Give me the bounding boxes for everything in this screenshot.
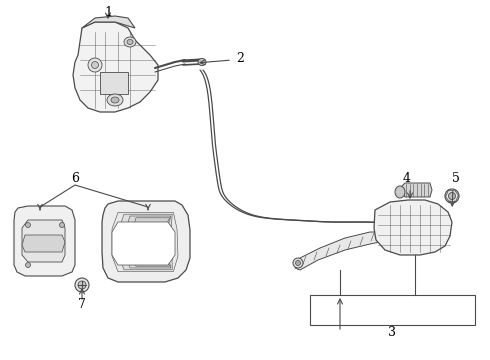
Polygon shape — [22, 220, 65, 262]
Polygon shape — [102, 201, 190, 282]
Polygon shape — [22, 235, 65, 252]
Ellipse shape — [92, 62, 98, 68]
Ellipse shape — [88, 58, 102, 72]
Polygon shape — [124, 216, 171, 268]
Ellipse shape — [25, 262, 30, 267]
Polygon shape — [14, 206, 75, 276]
Polygon shape — [112, 212, 178, 271]
Text: 5: 5 — [452, 171, 460, 184]
Ellipse shape — [395, 186, 405, 198]
Polygon shape — [374, 200, 452, 255]
Text: 7: 7 — [78, 298, 86, 311]
Ellipse shape — [25, 222, 30, 228]
Ellipse shape — [111, 97, 119, 103]
Text: 3: 3 — [388, 325, 396, 338]
Polygon shape — [73, 22, 158, 112]
Ellipse shape — [75, 278, 89, 292]
Text: 2: 2 — [236, 51, 244, 64]
Ellipse shape — [293, 258, 303, 268]
Ellipse shape — [107, 94, 123, 106]
Bar — [310, 295, 475, 325]
Ellipse shape — [448, 193, 456, 199]
Polygon shape — [82, 16, 135, 28]
Ellipse shape — [198, 58, 206, 66]
Ellipse shape — [124, 37, 136, 47]
Polygon shape — [130, 218, 170, 266]
Ellipse shape — [78, 281, 86, 289]
Polygon shape — [295, 232, 385, 270]
Ellipse shape — [127, 40, 133, 45]
Text: 4: 4 — [403, 171, 411, 184]
Polygon shape — [118, 214, 172, 270]
Polygon shape — [400, 183, 432, 197]
Ellipse shape — [295, 261, 300, 266]
FancyBboxPatch shape — [100, 72, 128, 94]
Text: 1: 1 — [104, 5, 112, 18]
Ellipse shape — [445, 189, 459, 203]
Text: 6: 6 — [71, 171, 79, 184]
Polygon shape — [112, 222, 175, 265]
Ellipse shape — [59, 222, 65, 228]
